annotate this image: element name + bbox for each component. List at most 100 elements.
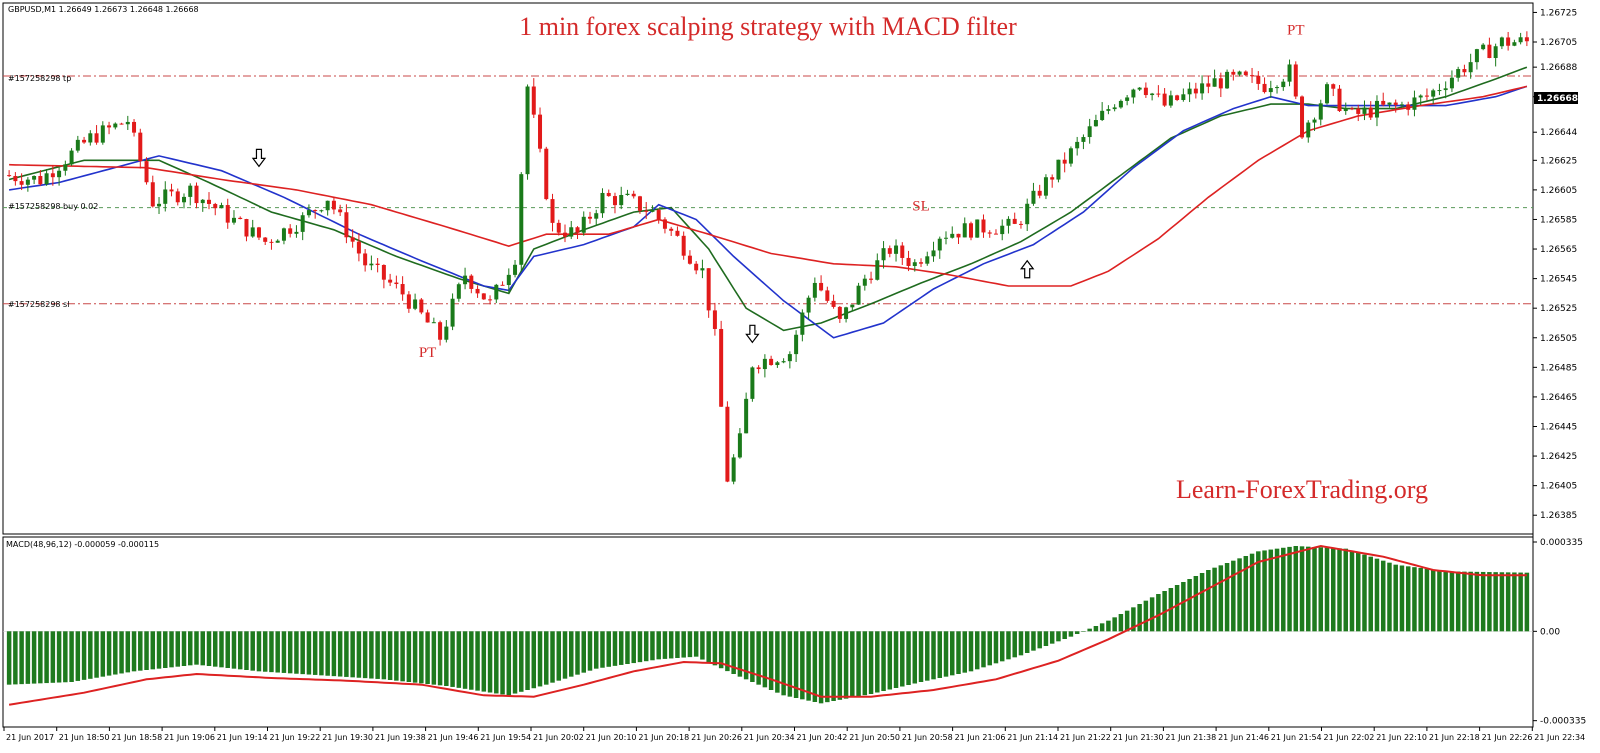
macd-bar [1343, 548, 1348, 632]
candle-body [637, 196, 642, 211]
macd-bar [1062, 631, 1067, 639]
macd-bar [762, 631, 768, 688]
candle-body [525, 86, 530, 175]
macd-bar [100, 631, 106, 677]
candle-body [1343, 108, 1348, 112]
candle-body [931, 250, 936, 257]
time-tick-label: 21 Jun 18:58 [111, 733, 162, 742]
candle-body [712, 310, 717, 329]
candle-body [906, 257, 911, 266]
current-price-box [1534, 92, 1578, 104]
candle-body [506, 274, 511, 286]
candle-body [481, 293, 486, 300]
candle-body [513, 264, 518, 275]
candle-body [706, 268, 711, 311]
macd-bar [19, 631, 24, 685]
candle-body [1225, 71, 1230, 89]
macd-histogram [3, 546, 1533, 704]
candle-body [1125, 97, 1130, 101]
annotation-label: PT [1287, 23, 1305, 39]
time-tick-label: 21 Jun 22:18 [1429, 733, 1480, 742]
price-tick-label: 1.26525 [1540, 304, 1577, 314]
entry-level-label: #157258298 buy 0.02 [8, 202, 98, 211]
price-tick-label: 1.26505 [1540, 334, 1577, 344]
macd-bar [925, 631, 930, 681]
macd-bar [981, 631, 986, 668]
candle-body [369, 263, 374, 266]
macd-bar [44, 631, 49, 684]
time-tick-label: 21 Jun 19:38 [375, 733, 426, 742]
candle-body [213, 203, 218, 209]
macd-bar [656, 631, 661, 660]
macd-bar [1474, 571, 1480, 632]
candle-body [256, 227, 261, 238]
macd-bar [631, 631, 636, 664]
macd-bar [262, 631, 268, 672]
macd-bar [1430, 569, 1436, 632]
candle-body [1487, 44, 1492, 59]
macd-bar [706, 631, 711, 663]
candle-body [1181, 94, 1186, 100]
candle-body [306, 210, 311, 216]
candle-body [1300, 96, 1305, 138]
macd-bar [781, 631, 786, 696]
macd-bar [1124, 610, 1130, 632]
candle-body [250, 227, 255, 237]
macd-bar [612, 631, 618, 666]
price-tick-label: 1.26405 [1540, 482, 1577, 492]
macd-bar [1118, 614, 1124, 632]
annotation-label: SL [912, 199, 930, 215]
macd-label: MACD(48,96,12) -0.000059 -0.000115 [6, 540, 159, 549]
candle-body [388, 279, 393, 283]
macd-bar [812, 631, 818, 702]
macd-bar [531, 631, 537, 689]
candle-body [1456, 69, 1461, 78]
candle-body [200, 199, 205, 204]
macd-bar [825, 631, 830, 703]
candle-body [1387, 102, 1392, 105]
macd-bar [1237, 558, 1242, 632]
macd-bar [1318, 547, 1324, 632]
candle-body [1368, 107, 1373, 118]
candle-body [1337, 88, 1342, 112]
candle-body [1262, 83, 1267, 93]
candle-body [563, 232, 568, 237]
candle-body [1037, 190, 1042, 196]
candle-body [75, 139, 80, 151]
candles [7, 31, 1529, 485]
macd-bar [962, 631, 967, 673]
candle-body [244, 219, 249, 237]
macd-bar [987, 631, 992, 666]
candle-body [400, 284, 405, 295]
time-tick-label: 21 Jun 20:42 [797, 733, 848, 742]
candle-body [113, 123, 118, 128]
candle-body [781, 361, 786, 363]
time-tick-label: 21 Jun 19:54 [480, 733, 531, 742]
candle-body [631, 193, 636, 197]
candle-body [869, 278, 874, 280]
macd-bar [125, 631, 131, 673]
candle-body [744, 398, 749, 434]
macd-bar [306, 631, 312, 675]
macd-bar [993, 631, 999, 664]
arrow-down-icon [251, 148, 267, 168]
time-tick-label: 21 Jun 22:10 [1376, 733, 1427, 742]
macd-bar [1337, 548, 1342, 632]
candle-body [544, 148, 549, 200]
macd-bar [1299, 546, 1305, 632]
candle-body [937, 238, 942, 251]
macd-bar [800, 631, 805, 700]
candle-body [294, 231, 299, 234]
candle-body [1506, 37, 1511, 46]
ma-line-2 [9, 85, 1528, 287]
macd-bar [38, 631, 43, 684]
candle-body [950, 233, 955, 238]
candle-body [225, 205, 230, 223]
macd-bar [1206, 570, 1211, 632]
macd-bar [1405, 566, 1411, 632]
candle-body [1231, 71, 1236, 75]
candle-body [238, 217, 243, 220]
candle-body [887, 248, 892, 254]
candle-body [107, 125, 112, 128]
time-tick-label: 21 Jun 21:38 [1165, 733, 1216, 742]
